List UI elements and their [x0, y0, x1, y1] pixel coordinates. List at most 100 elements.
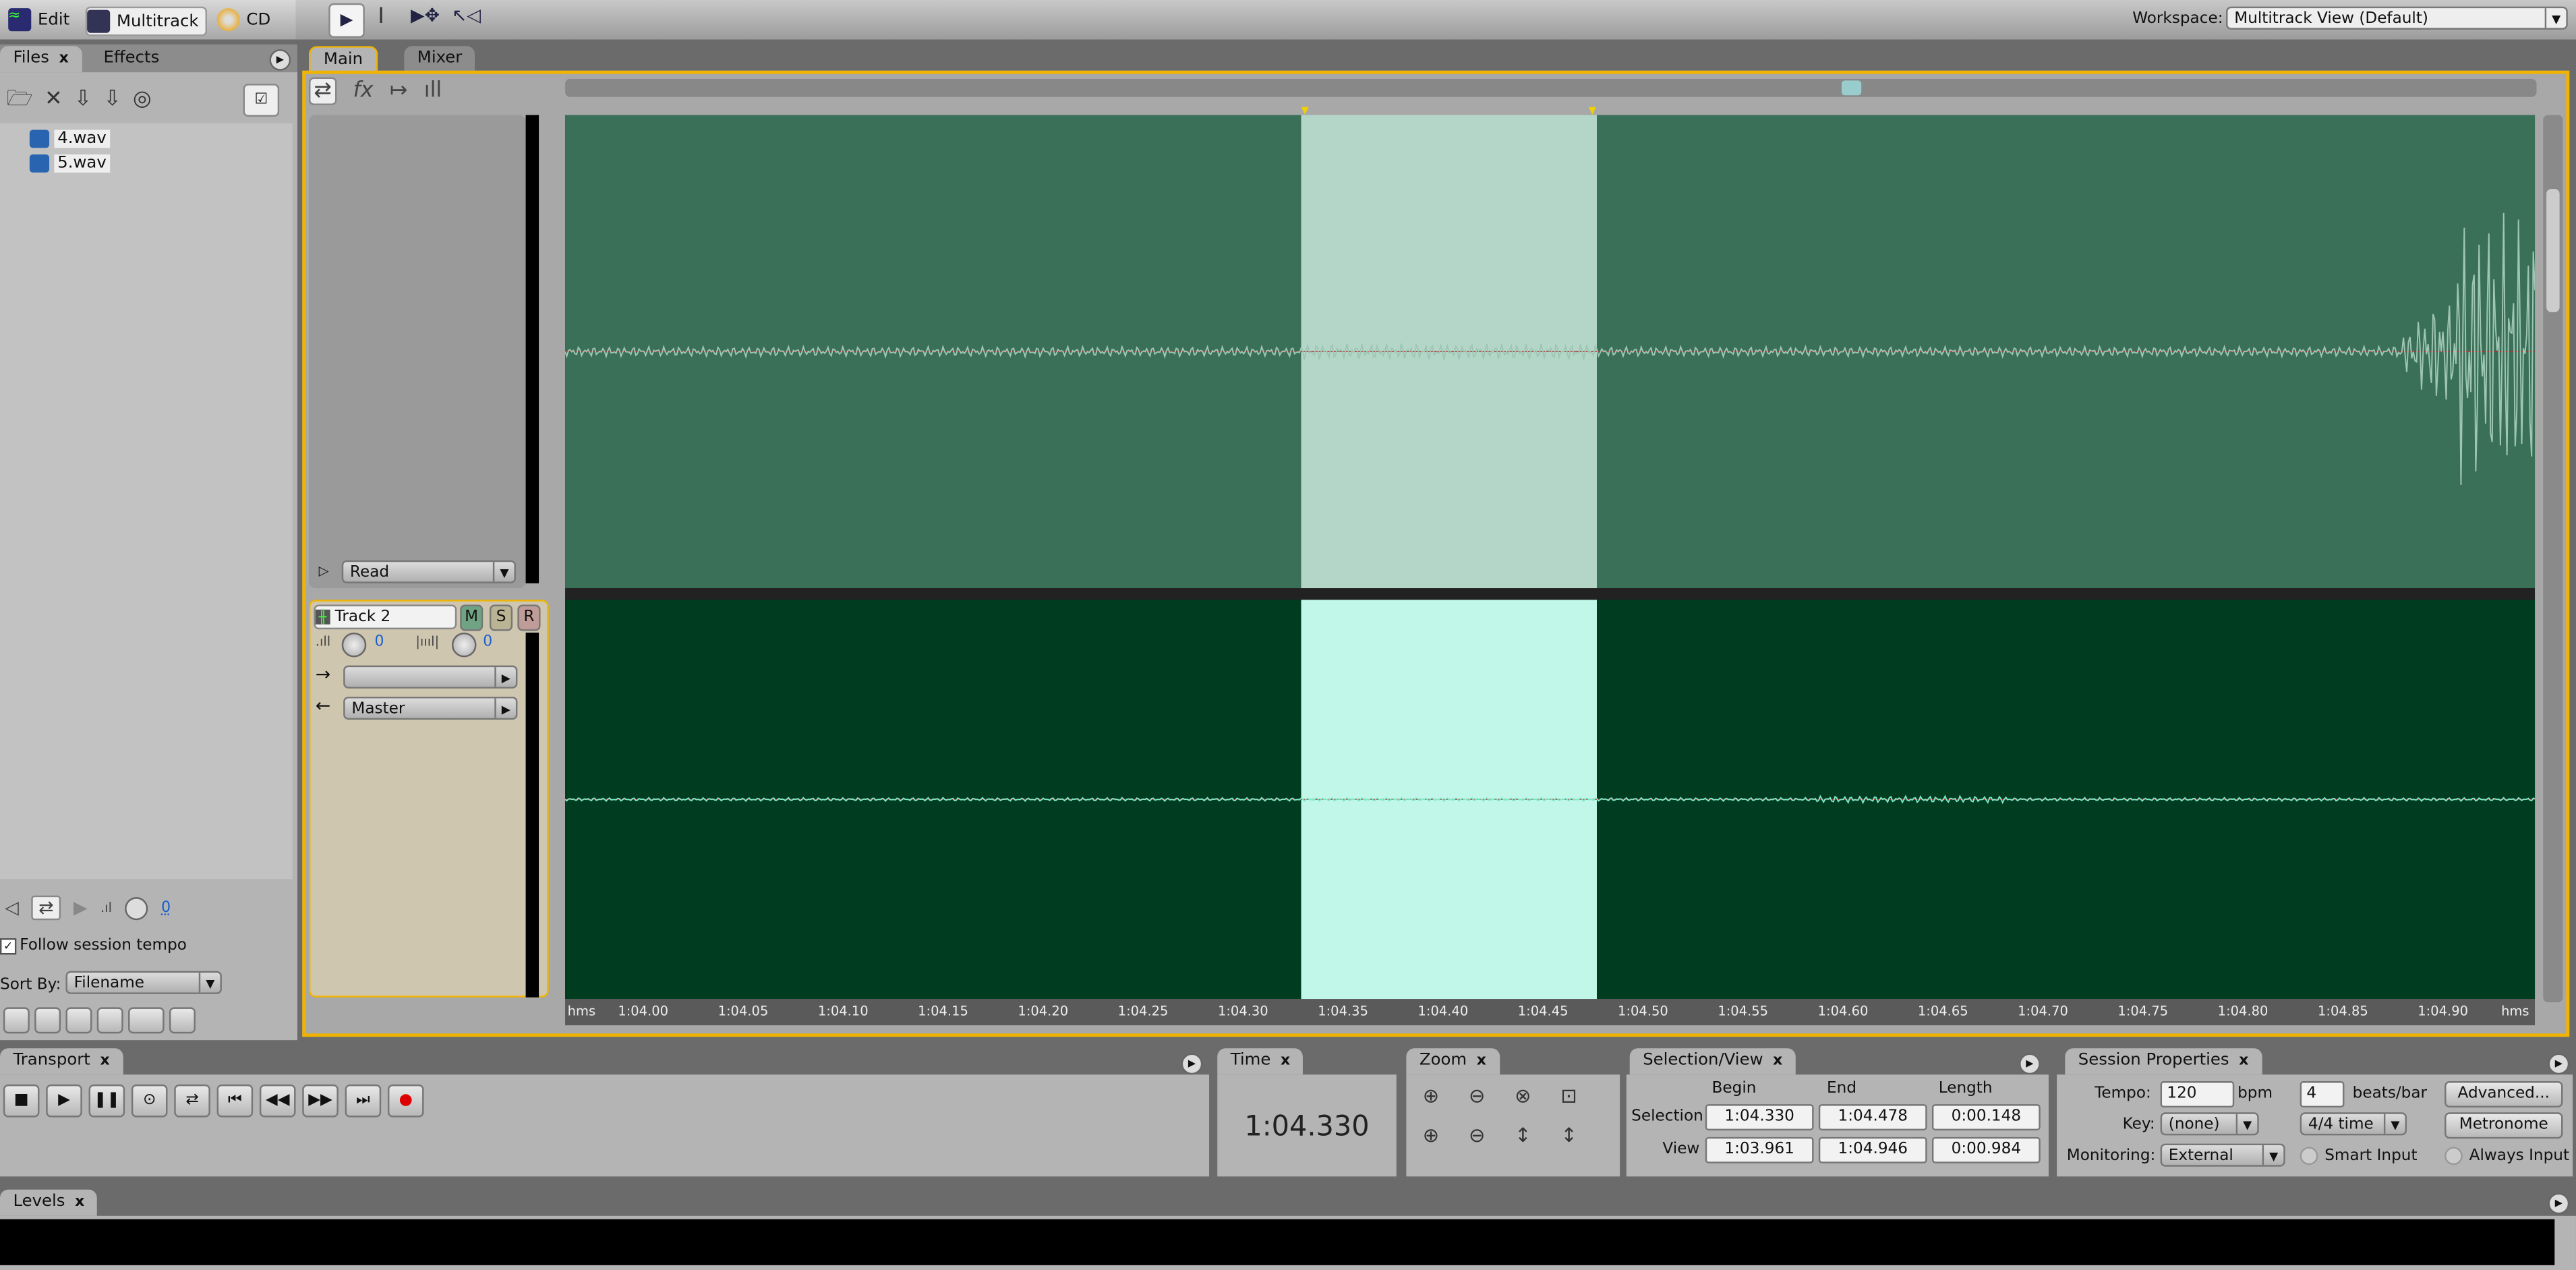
edit-view-button[interactable]: ≈ Edit — [8, 7, 69, 33]
beats-field[interactable]: 4 — [2300, 1081, 2345, 1107]
tab-levels[interactable]: Levels x — [0, 1189, 98, 1216]
selection-length-field[interactable]: 0:00.148 — [1931, 1104, 2041, 1131]
volume-knob[interactable] — [341, 632, 367, 658]
filter-midi-icon[interactable] — [96, 1007, 123, 1034]
panel-menu-icon[interactable]: ▶ — [1181, 1053, 1203, 1075]
loop-icon[interactable]: ⇄ — [32, 895, 61, 921]
panel-menu-icon[interactable]: ▶ — [2019, 1053, 2041, 1075]
record-button[interactable]: R — [517, 604, 541, 631]
view-end-field[interactable]: 1:04.946 — [1818, 1136, 1927, 1163]
monitoring-dropdown[interactable]: External ▼ — [2160, 1143, 2285, 1167]
key-dropdown[interactable]: (none) ▼ — [2160, 1112, 2259, 1136]
zoom-out-full-icon[interactable]: ⊗ — [1515, 1084, 1531, 1107]
fx-icon[interactable]: fx — [353, 78, 374, 104]
zoom-in-left-icon[interactable]: ⊕ — [1422, 1124, 1440, 1147]
mute-button[interactable]: M — [460, 604, 484, 631]
smart-input-radio[interactable]: Smart Input — [2300, 1147, 2418, 1165]
filter-cd-icon[interactable] — [169, 1007, 196, 1034]
rewind-button[interactable]: ◀◀ — [259, 1084, 296, 1118]
pan-knob[interactable] — [451, 632, 477, 658]
vertical-scrollbar[interactable] — [2543, 115, 2563, 1003]
panel-menu-icon[interactable]: ▶ — [269, 49, 291, 71]
tab-effects[interactable]: Effects — [90, 46, 173, 73]
volume-value[interactable]: 0 — [374, 634, 384, 651]
close-icon[interactable]: x — [59, 51, 69, 67]
metronome-button[interactable]: Metronome — [2445, 1112, 2563, 1139]
filter-view-icon[interactable] — [128, 1007, 165, 1034]
go-to-end-button[interactable]: ⏭ — [345, 1084, 382, 1118]
selection-end-field[interactable]: 1:04.478 — [1818, 1104, 1927, 1131]
filter-video-icon[interactable] — [65, 1007, 92, 1034]
view-begin-field[interactable]: 1:03.961 — [1705, 1136, 1814, 1163]
open-file-icon[interactable]: 🗁 — [6, 87, 45, 112]
eq-icon[interactable]: ıll — [423, 78, 442, 104]
track2-waveform[interactable] — [565, 600, 2536, 1000]
scrub-tool-icon[interactable]: ↖◁ — [451, 5, 481, 26]
solo-button[interactable]: S — [489, 604, 513, 631]
selection-start-marker[interactable]: ▼ — [1301, 105, 1309, 117]
track-name-field[interactable]: ╫ Track 2 — [314, 604, 457, 630]
zoom-in-selection-icon[interactable]: ⊡ — [1560, 1084, 1577, 1107]
file-item[interactable]: 5.wav — [29, 154, 110, 173]
hybrid-tool-icon[interactable]: ▶✥ — [411, 5, 440, 26]
always-input-radio[interactable]: Always Input — [2445, 1147, 2569, 1165]
zoom-out-vertical-icon[interactable]: ↕ — [1560, 1124, 1577, 1147]
insert-multitrack-icon[interactable]: ⇩ — [103, 87, 133, 112]
overview-handle[interactable] — [1841, 80, 1862, 96]
fast-forward-button[interactable]: ▶▶ — [302, 1084, 339, 1118]
time-selection-tool-icon[interactable]: I — [378, 5, 384, 30]
file-item[interactable]: 4.wav — [29, 129, 110, 148]
follow-tempo-checkbox[interactable]: ✓ Follow session tempo — [0, 937, 187, 954]
play-icon[interactable]: ▶ — [73, 897, 88, 919]
time-ruler[interactable]: hms hms 1:04.00 1:04.05 1:04.10 1:04.15 1:04… — [565, 999, 2536, 1026]
show-file-types-icon[interactable]: ☑ — [243, 84, 280, 117]
output-dropdown[interactable]: Master ▶ — [343, 696, 518, 720]
sort-dropdown[interactable]: Filename ▼ — [65, 971, 222, 994]
pan-value[interactable]: 0 — [483, 634, 493, 651]
move-tool-icon[interactable]: ▶ — [328, 3, 365, 38]
insert-cd-icon[interactable]: ◎ — [132, 87, 163, 112]
selection-end-marker[interactable]: ▼ — [1588, 105, 1597, 117]
tab-time[interactable]: Time x — [1217, 1048, 1304, 1075]
zoom-in-amplitude-icon[interactable]: ⊕ — [1422, 1084, 1440, 1107]
go-to-start-button[interactable]: ⏮ — [216, 1084, 254, 1118]
tab-zoom[interactable]: Zoom x — [1406, 1048, 1500, 1075]
pause-button[interactable]: ❚❚ — [88, 1084, 125, 1118]
multitrack-view-button[interactable]: Multitrack — [85, 6, 207, 36]
track-io-icon[interactable]: ⇄ — [309, 77, 337, 105]
record-button[interactable]: ● — [387, 1084, 424, 1118]
input-dropdown[interactable]: ▶ — [343, 665, 518, 689]
tab-mixer[interactable]: Mixer — [404, 46, 475, 73]
expand-icon[interactable]: ▷ — [318, 563, 329, 579]
sends-icon[interactable]: ↦ — [389, 78, 408, 104]
loop-button[interactable]: ⇄ — [174, 1084, 210, 1118]
time-signature-dropdown[interactable]: 4/4 time ▼ — [2300, 1112, 2407, 1136]
filter-edit-icon[interactable] — [3, 1007, 30, 1034]
advanced-button[interactable]: Advanced... — [2445, 1081, 2563, 1107]
tab-selection-view[interactable]: Selection/View x — [1629, 1048, 1796, 1075]
zoom-in-vertical-icon[interactable]: ↕ — [1515, 1124, 1531, 1147]
workspace-dropdown[interactable]: Multitrack View (Default) ▼ — [2226, 6, 2568, 30]
volume-knob[interactable] — [125, 896, 148, 920]
tab-main[interactable]: Main — [309, 46, 378, 74]
autoplay-icon[interactable]: ◁ — [5, 897, 19, 919]
volume-value[interactable]: 0 — [161, 899, 171, 917]
play-button[interactable]: ▶ — [46, 1084, 82, 1118]
overview-bar[interactable] — [565, 78, 2537, 97]
zoom-in-right-icon[interactable]: ⊖ — [1468, 1124, 1486, 1147]
automation-mode-dropdown[interactable]: Read ▼ — [341, 560, 516, 583]
scroll-thumb[interactable] — [2546, 189, 2560, 312]
panel-menu-icon[interactable]: ▶ — [2548, 1192, 2570, 1215]
panel-menu-icon[interactable]: ▶ — [2548, 1053, 2570, 1075]
play-from-cursor-button[interactable]: ⊙ — [131, 1084, 168, 1118]
tab-transport[interactable]: Transport x — [0, 1048, 123, 1075]
zoom-out-amplitude-icon[interactable]: ⊖ — [1468, 1084, 1486, 1107]
view-length-field[interactable]: 0:00.984 — [1931, 1136, 2041, 1163]
track1-waveform[interactable] — [565, 115, 2536, 589]
insert-edit-icon[interactable]: ⇩ — [74, 87, 104, 112]
stop-button[interactable]: ■ — [3, 1084, 40, 1118]
cd-view-button[interactable]: CD — [216, 7, 270, 33]
selection-begin-field[interactable]: 1:04.330 — [1705, 1104, 1814, 1131]
tab-session-properties[interactable]: Session Properties x — [2065, 1048, 2262, 1075]
tempo-field[interactable]: 120 — [2160, 1081, 2235, 1107]
